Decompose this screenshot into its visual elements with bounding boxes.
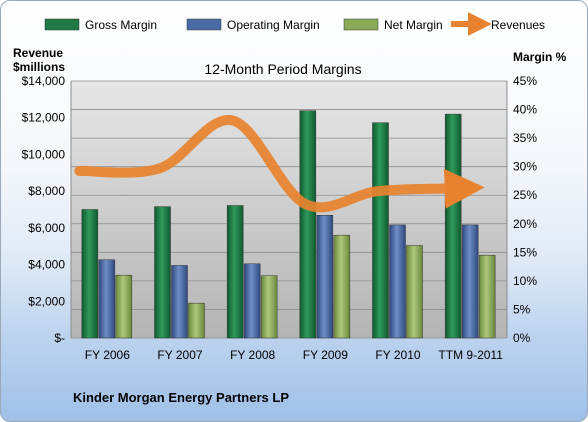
left-tick-label: $14,000: [22, 74, 66, 88]
left-tick-label: $-: [54, 331, 65, 345]
x-tick-label: TTM 9-2011: [438, 348, 503, 362]
legend-swatch-net-margin: [343, 18, 379, 31]
bar-gross-margin: [372, 122, 389, 339]
x-tick-label: FY 2010: [375, 348, 420, 362]
right-tick-label: 10%: [513, 274, 537, 288]
right-tick-label: 35%: [513, 131, 537, 145]
x-tick-label: FY 2006: [85, 348, 130, 362]
revenue-line-path: [74, 115, 485, 213]
right-axis: 0% 5% 10% 15% 20% 25% 30% 35% 40% 45%: [513, 74, 537, 345]
bar-operating-margin: [243, 263, 261, 339]
bar-operating-margin: [316, 214, 334, 339]
legend-label: Operating Margin: [227, 18, 320, 32]
left-tick-label: $8,000: [28, 184, 65, 198]
x-tick-label: FY 2008: [230, 348, 275, 362]
right-tick-label: 5%: [513, 302, 531, 316]
left-tick-label: $10,000: [22, 147, 66, 161]
legend-swatch-gross-margin: [44, 18, 80, 31]
bars: [81, 110, 496, 339]
bar-gross-margin: [154, 206, 171, 339]
legend-label: Revenues: [491, 18, 545, 32]
left-tick-label: $6,000: [28, 221, 65, 235]
bar-net-margin: [188, 302, 205, 339]
bar-operating-margin: [98, 259, 116, 339]
bar-net-margin: [115, 274, 133, 339]
x-tick-label: FY 2007: [157, 348, 202, 362]
x-axis: FY 2006 FY 2007 FY 2008 FY 2009 FY 2010 TTM 9…: [85, 348, 503, 362]
bar-operating-margin: [389, 224, 406, 339]
bar-gross-margin: [299, 110, 317, 339]
right-tick-label: 0%: [513, 331, 531, 345]
bar-operating-margin: [461, 224, 479, 339]
bar-gross-margin: [226, 205, 244, 339]
bar-net-margin: [333, 234, 351, 339]
bar-operating-margin: [171, 265, 188, 339]
x-tick-label: FY 2009: [303, 348, 348, 362]
left-tick-label: $4,000: [28, 258, 65, 272]
bar-net-margin: [478, 254, 496, 339]
legend: Gross Margin Operating Margin Net Margin Re…: [44, 12, 545, 36]
bar-gross-margin: [81, 209, 99, 339]
right-axis-title: Margin %: [513, 50, 567, 64]
left-tick-label: $12,000: [22, 111, 66, 125]
right-tick-label: 20%: [513, 217, 537, 231]
right-tick-label: 45%: [513, 74, 537, 88]
left-axis: $- $2,000 $4,000 $6,000 $8,000 $10,000 $12,000…: [22, 74, 66, 345]
legend-swatch-operating-margin: [186, 18, 222, 31]
legend-label: Gross Margin: [85, 18, 157, 32]
company-name: Kinder Morgan Energy Partners LP: [73, 390, 289, 405]
chart-title: 12-Month Period Margins: [204, 61, 361, 77]
legend-label: Net Margin: [384, 18, 443, 32]
left-axis-title-line2: $millions: [13, 60, 65, 74]
revenue-line: [74, 115, 485, 213]
right-tick-label: 40%: [513, 103, 537, 117]
bar-net-margin: [406, 245, 423, 339]
left-axis-title-line1: Revenue: [13, 46, 63, 60]
right-tick-label: 15%: [513, 245, 537, 259]
plot-area: [71, 81, 507, 338]
left-tick-label: $2,000: [28, 294, 65, 308]
bar-net-margin: [260, 275, 278, 339]
right-tick-label: 25%: [513, 188, 537, 202]
bar-gross-margin: [444, 113, 462, 339]
right-tick-label: 30%: [513, 160, 537, 174]
